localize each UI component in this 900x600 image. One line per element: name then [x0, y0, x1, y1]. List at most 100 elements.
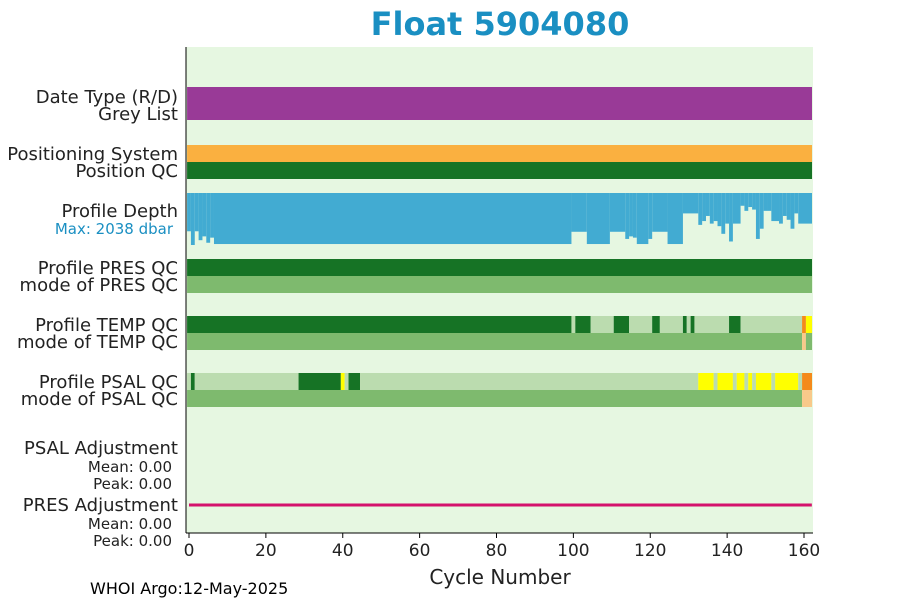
- psal-qc-segment-13: [744, 373, 749, 390]
- temp-qc-segment-1: [571, 316, 576, 333]
- positioning-system-segment-0: [187, 145, 812, 162]
- x-tick-label-100: 100: [557, 541, 589, 561]
- psal-qc-segment-15: [752, 373, 756, 390]
- profile-depth-bar-18: [682, 193, 699, 214]
- temp-qc-segment-5: [629, 316, 653, 333]
- psal-qc-segment-2: [194, 373, 299, 390]
- profile-depth-bar-34: [759, 193, 764, 229]
- psal-qc-segment-1: [190, 373, 195, 390]
- temp-mode-segment-1: [802, 333, 806, 350]
- profile-depth-bar-19: [698, 193, 703, 225]
- label-profile-depth: Profile Depth: [61, 201, 178, 222]
- x-tick-label-120: 120: [634, 541, 666, 561]
- temp-qc-segment-13: [740, 316, 803, 333]
- label-pres-qc: Profile PRES QC: [38, 258, 178, 279]
- profile-depth-bar-13: [632, 193, 637, 238]
- label-temp-mode: mode of TEMP QC: [17, 332, 178, 353]
- temp-qc-segment-15: [805, 316, 812, 333]
- temp-qc-segment-10: [690, 316, 695, 333]
- temp-qc-segment-4: [613, 316, 630, 333]
- psal-qc-segment-4: [340, 373, 345, 390]
- label-positioning-system: Positioning System: [7, 144, 178, 165]
- profile-depth-bar-35: [763, 193, 768, 211]
- psal-qc-segment-9: [713, 373, 718, 390]
- profile-depth-bar-32: [752, 193, 756, 210]
- x-tick-label-40: 40: [332, 541, 354, 561]
- profile-depth-bar-21: [705, 193, 710, 216]
- label-pres-peak: Peak: 0.00: [93, 532, 172, 550]
- profile-depth-bar-29: [740, 193, 745, 206]
- profile-depth-bar-25: [721, 193, 726, 234]
- x-tick-label-140: 140: [711, 541, 743, 561]
- temp-qc-segment-7: [659, 316, 683, 333]
- temp-qc-segment-8: [682, 316, 687, 333]
- label-date-type: Date Type (R/D): [36, 87, 178, 108]
- profile-depth-bar-38: [779, 193, 783, 224]
- profile-depth-bar-30: [744, 193, 749, 211]
- profile-depth-bar-4: [202, 193, 207, 237]
- temp-qc-segment-0: [187, 316, 572, 333]
- profile-depth-bar-42: [794, 193, 799, 214]
- profile-depth-bar-8: [571, 193, 587, 232]
- profile-depth-bar-22: [709, 193, 714, 224]
- profile-depth-bar-27: [729, 193, 733, 242]
- x-tick-label-160: 160: [788, 541, 820, 561]
- profile-depth-bar-24: [717, 193, 722, 227]
- label-psal-mean: Mean: 0.00: [88, 458, 172, 476]
- profile-depth-bar-1: [190, 193, 195, 245]
- profile-depth-bar-23: [713, 193, 718, 222]
- temp-qc-segment-3: [590, 316, 614, 333]
- psal-qc-segment-17: [771, 373, 776, 390]
- profile-depth-bar-20: [702, 193, 706, 222]
- temp-mode-segment-2: [805, 333, 812, 350]
- label-temp-qc: Profile TEMP QC: [35, 315, 178, 336]
- x-axis-label: Cycle Number: [429, 565, 571, 589]
- profile-depth-bar-5: [206, 193, 211, 243]
- profile-depth-bar-7: [213, 193, 572, 245]
- profile-depth-bar-15: [648, 193, 653, 239]
- profile-depth-bar-12: [629, 193, 633, 237]
- label-pres-adjustment: PRES Adjustment: [23, 495, 178, 516]
- profile-depth-bar-9: [586, 193, 610, 245]
- profile-depth-bar-17: [667, 193, 683, 245]
- psal-qc-segment-3: [298, 373, 341, 390]
- profile-depth-bar-11: [625, 193, 630, 239]
- profile-depth-bar-6: [210, 193, 214, 238]
- profile-depth-bar-0: [187, 193, 191, 232]
- date-type-segment-0: [187, 87, 812, 120]
- psal-qc-segment-7: [360, 373, 699, 390]
- psal-qc-segment-18: [775, 373, 799, 390]
- psal-qc-segment-11: [732, 373, 737, 390]
- profile-depth-bar-26: [725, 193, 730, 224]
- psal-qc-segment-10: [717, 373, 733, 390]
- psal-qc-segment-19: [798, 373, 803, 390]
- profile-depth-bar-28: [732, 193, 741, 224]
- profile-depth-bar-10: [609, 193, 626, 232]
- psal-mode-segment-1: [802, 390, 812, 407]
- label-position-qc: Position QC: [75, 161, 178, 182]
- temp-qc-segment-2: [575, 316, 591, 333]
- psal-qc-segment-12: [736, 373, 745, 390]
- temp-mode-segment-0: [187, 333, 803, 350]
- label-pres-mode: mode of PRES QC: [20, 275, 178, 296]
- label-pres-mean: Mean: 0.00: [88, 515, 172, 533]
- footer-credit: WHOI Argo:12-May-2025: [90, 579, 288, 598]
- label-psal-peak: Peak: 0.00: [93, 475, 172, 493]
- x-tick-label-60: 60: [409, 541, 431, 561]
- position-qc-segment-0: [187, 162, 812, 179]
- temp-qc-segment-14: [802, 316, 806, 333]
- profile-depth-bar-31: [748, 193, 753, 208]
- temp-qc-segment-9: [686, 316, 691, 333]
- profile-depth-bar-43: [798, 193, 812, 224]
- psal-qc-segment-16: [755, 373, 772, 390]
- chart-title: Float 5904080: [371, 5, 630, 43]
- profile-depth-bar-39: [782, 193, 787, 216]
- profile-depth-bar-16: [652, 193, 668, 232]
- label-psal-mode: mode of PSAL QC: [21, 389, 178, 410]
- psal-qc-segment-5: [344, 373, 349, 390]
- x-tick-label-20: 20: [255, 541, 277, 561]
- pres-qc-segment-0: [187, 259, 812, 276]
- psal-qc-segment-0: [187, 373, 191, 390]
- label-psal-adjustment: PSAL Adjustment: [24, 438, 178, 459]
